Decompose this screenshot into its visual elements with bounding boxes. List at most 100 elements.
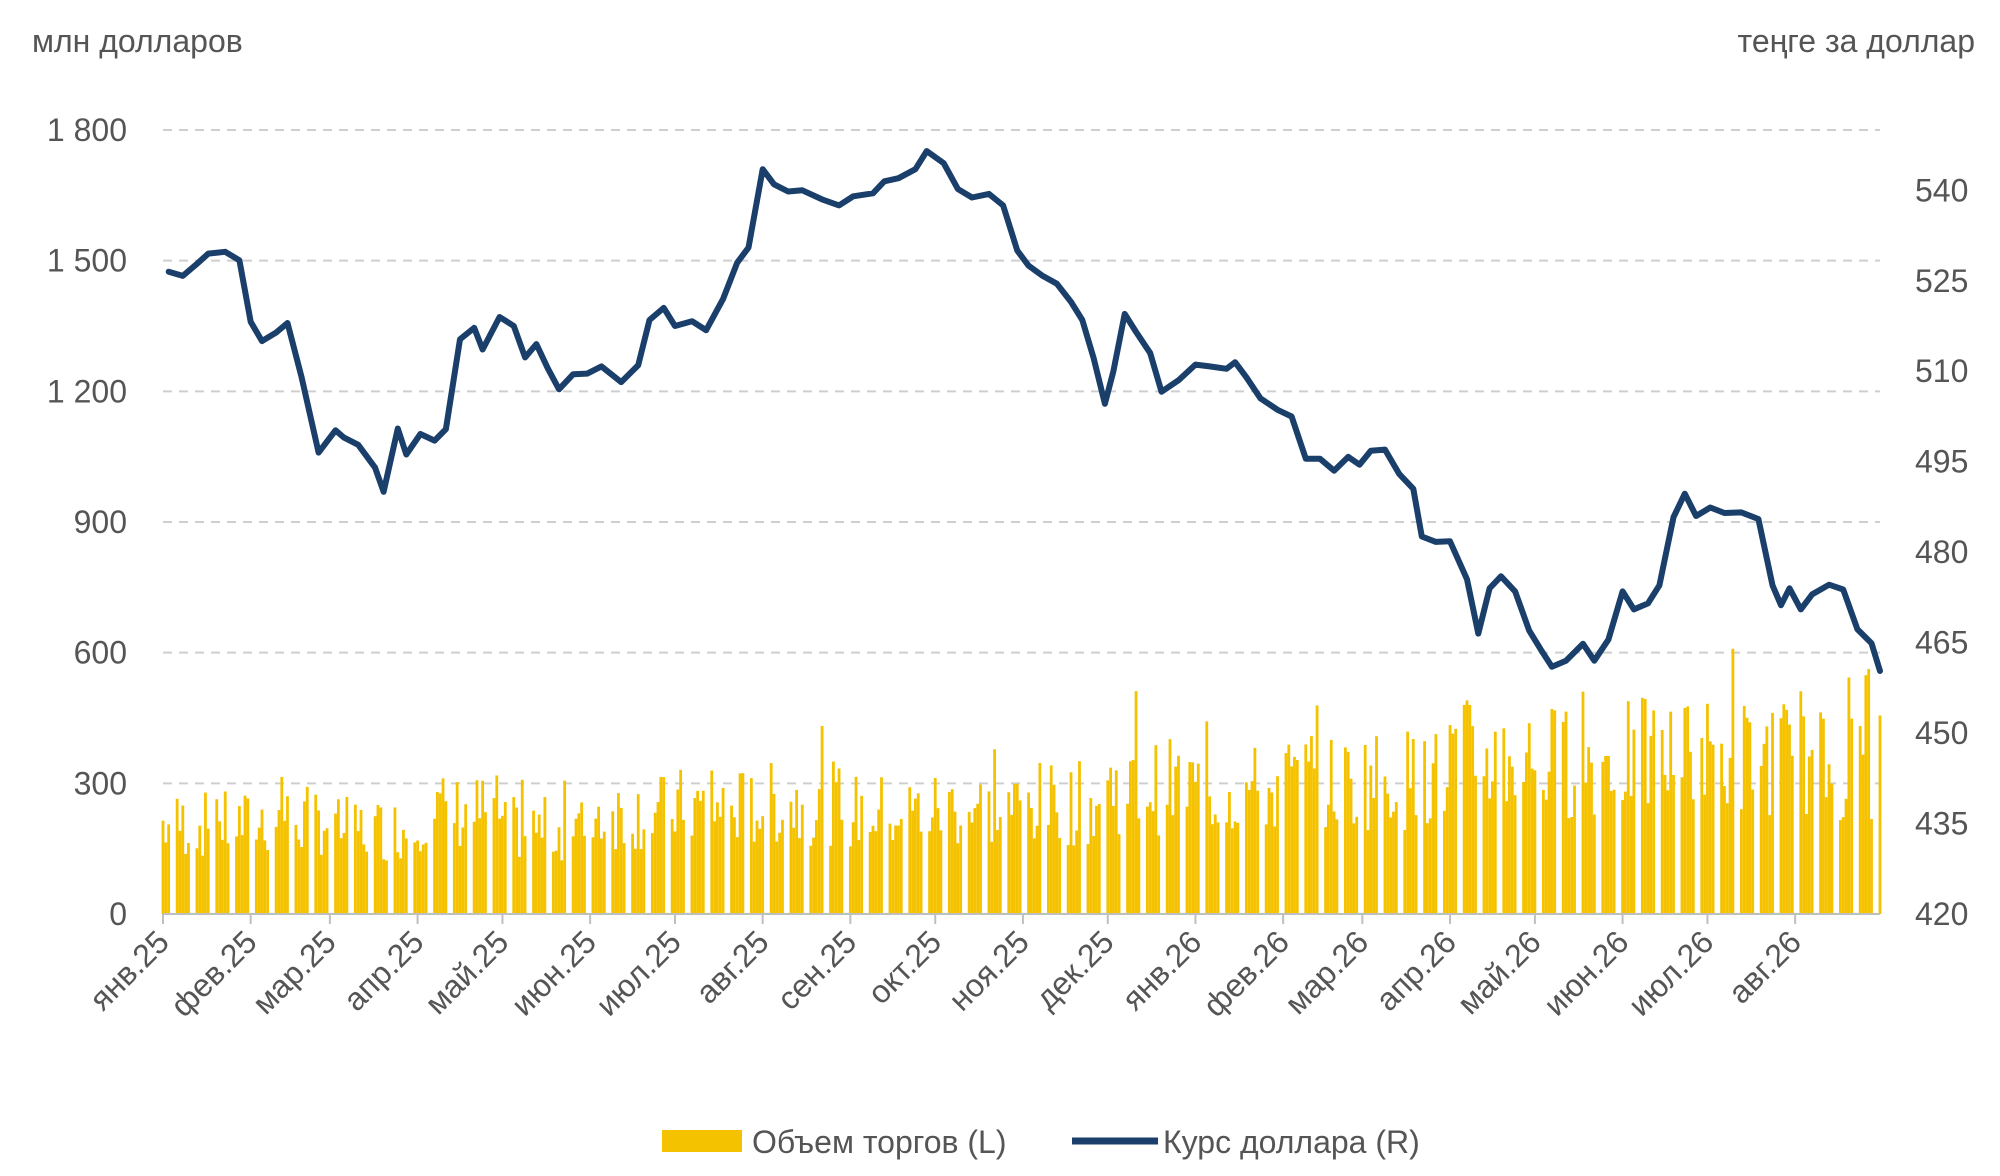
volume-bar bbox=[650, 833, 654, 914]
volume-bar bbox=[379, 807, 383, 914]
volume-bar bbox=[1624, 791, 1627, 914]
legend-label-rate: Курс доллара (R) bbox=[1163, 1124, 1420, 1160]
volume-bar bbox=[1177, 755, 1180, 914]
volume-bar bbox=[1553, 710, 1557, 914]
volume-bar bbox=[534, 832, 538, 914]
volume-bar bbox=[693, 798, 697, 914]
volume-bar bbox=[877, 809, 881, 914]
volume-bar bbox=[1462, 704, 1466, 914]
volume-bar bbox=[402, 829, 405, 914]
volume-bar bbox=[993, 749, 997, 914]
volume-bar bbox=[735, 837, 739, 914]
volume-bar bbox=[1827, 764, 1831, 914]
volume-bar bbox=[532, 810, 535, 914]
volume-bar bbox=[679, 769, 683, 914]
volume-bar bbox=[1363, 745, 1367, 914]
volume-bar bbox=[614, 849, 617, 914]
volume-bar bbox=[1355, 816, 1359, 914]
volume-bar bbox=[738, 773, 742, 914]
left-tick-label: 600 bbox=[74, 635, 127, 671]
volume-bar bbox=[1612, 789, 1616, 914]
volume-bar bbox=[472, 821, 476, 914]
volume-bar bbox=[1567, 818, 1571, 914]
volume-bar bbox=[523, 836, 527, 914]
volume-bar bbox=[492, 798, 496, 914]
volume-bar bbox=[286, 796, 289, 914]
volume-bar bbox=[515, 807, 518, 914]
volume-bar bbox=[953, 811, 957, 914]
x-tick-label: июл.25 bbox=[589, 923, 688, 1022]
x-tick-label: авг.26 bbox=[1721, 923, 1808, 1010]
volume-bar bbox=[1640, 697, 1644, 914]
volume-bar bbox=[297, 839, 301, 914]
volume-bar bbox=[1414, 815, 1418, 914]
volume-bar bbox=[1731, 648, 1735, 914]
volume-bar bbox=[1372, 797, 1376, 914]
volume-bar bbox=[1451, 733, 1455, 914]
volume-bar bbox=[475, 780, 479, 914]
volume-bar bbox=[639, 849, 643, 914]
volume-bar bbox=[452, 823, 456, 914]
volume-bar bbox=[1168, 739, 1172, 914]
volume-bar bbox=[871, 825, 875, 914]
volume-bar bbox=[673, 831, 677, 914]
volume-bar bbox=[600, 838, 603, 914]
volume-bar bbox=[1114, 770, 1118, 914]
volume-bar bbox=[1485, 748, 1489, 914]
volume-bar bbox=[1858, 726, 1862, 914]
volume-bar bbox=[947, 792, 951, 914]
volume-bar bbox=[1779, 718, 1783, 914]
volume-bar bbox=[1723, 786, 1726, 914]
volume-bar bbox=[1604, 755, 1608, 914]
volume-bar bbox=[1864, 675, 1868, 914]
volume-bar bbox=[577, 813, 581, 914]
left-tick-label: 1 800 bbox=[47, 112, 127, 148]
volume-bar bbox=[1027, 792, 1030, 914]
volume-bar bbox=[257, 827, 261, 914]
volume-bar bbox=[1335, 819, 1339, 914]
volume-bar bbox=[583, 835, 586, 914]
volume-bar bbox=[1799, 691, 1803, 914]
volume-bar bbox=[713, 821, 716, 914]
volume-bar bbox=[1689, 751, 1692, 914]
volume-bar bbox=[226, 843, 230, 914]
volume-bar bbox=[1700, 738, 1704, 914]
volume-bar bbox=[636, 794, 640, 914]
volume-bar bbox=[1205, 721, 1209, 914]
volume-bar bbox=[1148, 802, 1152, 914]
right-tick-label: 435 bbox=[1915, 806, 1968, 842]
volume-bar bbox=[676, 789, 680, 914]
volume-bar bbox=[591, 837, 595, 914]
volume-bar bbox=[413, 842, 417, 914]
volume-bar bbox=[1191, 762, 1195, 914]
x-tick-label: фев.25 bbox=[164, 923, 264, 1023]
volume-bar bbox=[399, 858, 403, 914]
volume-bar bbox=[441, 778, 445, 914]
volume-bar bbox=[1547, 771, 1551, 914]
volume-bar bbox=[1841, 817, 1845, 914]
volume-bar bbox=[696, 790, 700, 914]
volume-bar bbox=[1691, 799, 1695, 914]
volume-bar bbox=[1233, 821, 1237, 914]
volume-bar bbox=[1785, 709, 1789, 914]
volume-bar bbox=[260, 809, 264, 914]
volume-bar bbox=[571, 836, 575, 914]
volume-bar bbox=[317, 810, 320, 914]
volume-bar bbox=[1838, 820, 1842, 914]
volume-bar bbox=[580, 802, 584, 914]
volume-bar bbox=[716, 802, 719, 914]
volume-bar bbox=[1703, 794, 1707, 914]
volume-bar bbox=[1592, 814, 1596, 914]
volume-bar bbox=[266, 850, 270, 914]
volume-bar bbox=[775, 841, 779, 914]
volume-bar bbox=[936, 808, 940, 914]
volume-bar bbox=[1015, 783, 1019, 914]
volume-bar bbox=[829, 845, 832, 914]
volume-bar bbox=[690, 835, 694, 914]
volume-bar bbox=[424, 842, 428, 914]
volume-bar bbox=[1686, 706, 1690, 914]
volume-bar bbox=[868, 832, 872, 914]
x-tick-label: июн.25 bbox=[504, 923, 603, 1022]
volume-bar bbox=[1230, 828, 1234, 914]
